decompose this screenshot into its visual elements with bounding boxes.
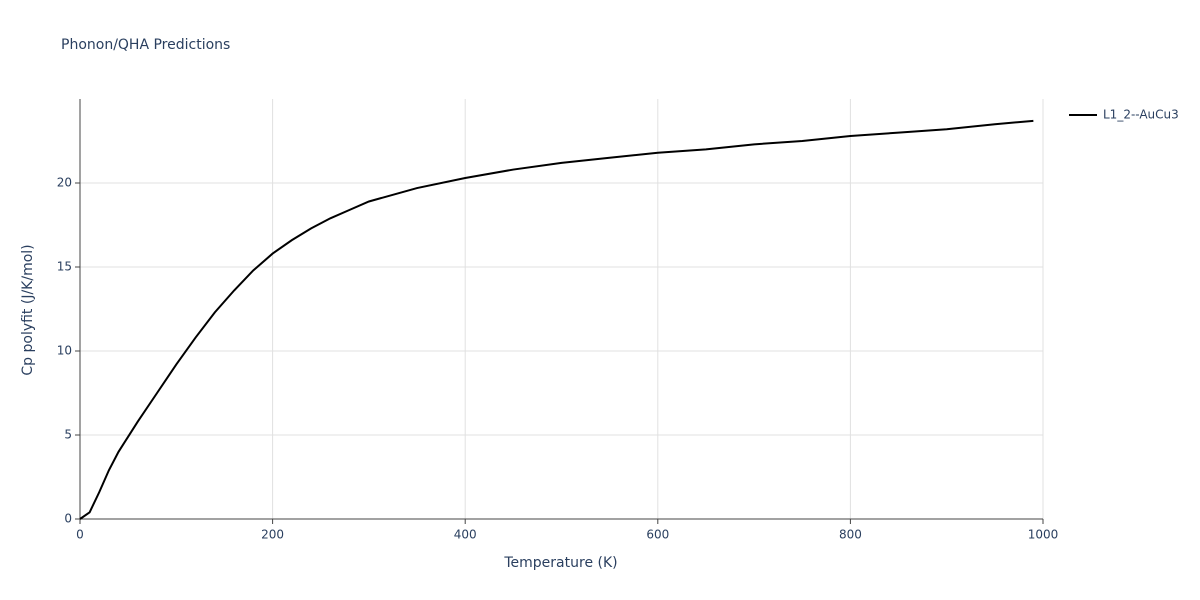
- legend-label: L1_2--AuCu3: [1103, 108, 1179, 122]
- x-tick-label: 200: [261, 528, 284, 542]
- x-tick-label: 400: [454, 528, 477, 542]
- x-tick-label: 0: [76, 528, 84, 542]
- y-tick-label: 10: [57, 344, 72, 358]
- chart-title: Phonon/QHA Predictions: [61, 37, 230, 53]
- y-tick-label: 20: [57, 176, 72, 190]
- y-tick-label: 15: [57, 260, 72, 274]
- x-axis-label: Temperature (K): [503, 555, 617, 571]
- y-axis-label: Cp polyfit (J/K/mol): [20, 244, 36, 375]
- x-tick-label: 600: [646, 528, 669, 542]
- y-tick-label: 0: [64, 512, 72, 526]
- y-tick-label: 5: [64, 428, 72, 442]
- data-line: [79, 119, 1034, 520]
- x-tick-label: 1000: [1028, 528, 1059, 542]
- x-tick-label: 800: [839, 528, 862, 542]
